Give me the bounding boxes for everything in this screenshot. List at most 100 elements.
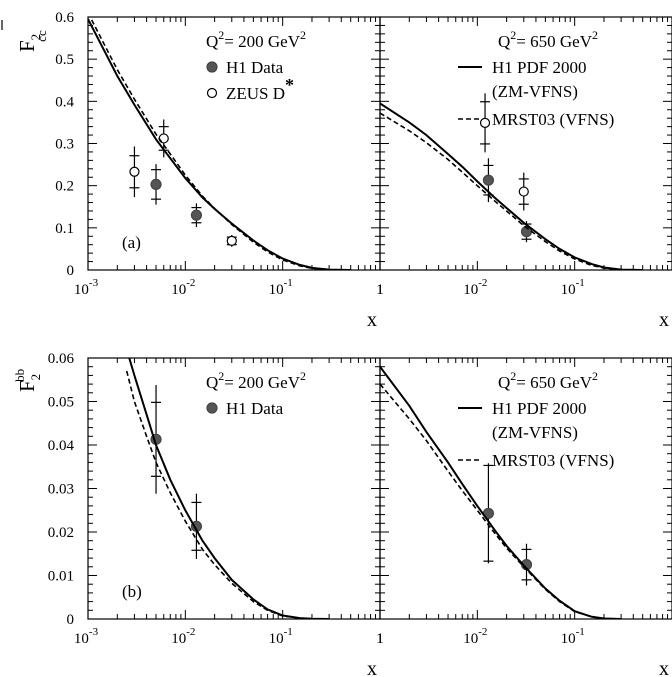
y-tick-label: 0.02 — [48, 525, 74, 541]
legend-label-line2: (ZM-VFNS) — [492, 423, 578, 442]
y-axis-label: F2bb — [12, 369, 43, 392]
q2-label-sup: 2 — [218, 28, 224, 42]
q2-label-mid: = 200 GeV — [224, 32, 300, 51]
legend-label-main: H1 Data — [226, 58, 284, 77]
legend-marker — [206, 87, 218, 99]
legend-label-line2: (ZM-VFNS) — [492, 82, 578, 101]
y-axis-label-sub: 2 — [28, 34, 43, 41]
y-axis-label-sup: bb — [12, 369, 27, 382]
legend-label-main: MRST03 (VFNS) — [492, 451, 614, 470]
q2-label-sup: 2 — [300, 369, 306, 383]
x-tick-label-base: 10 — [171, 631, 186, 647]
y-tick-label: 0.01 — [48, 569, 74, 585]
q2-label-sup: 2 — [300, 28, 306, 42]
q2-label-pre: Q — [206, 32, 218, 51]
x-tick-label: 1 — [376, 282, 384, 298]
x-axis-label: x — [659, 658, 669, 677]
y-tick-label: 0.1 — [55, 221, 74, 237]
curve-h1pdf2000 — [380, 102, 643, 270]
x-tick-label-exp: -1 — [284, 626, 293, 638]
curve-mrst03 — [380, 383, 622, 619]
y-tick-label: 0 — [67, 612, 75, 628]
x-tick-label: 1 — [376, 282, 384, 298]
x-tick-label-base: 10 — [269, 631, 284, 647]
legend-label-main: ZEUS D — [226, 84, 285, 103]
x-tick-label: 10-2 — [463, 277, 487, 298]
y-tick-label: 0.3 — [55, 137, 74, 153]
legend-label: MRST03 (VFNS) — [492, 110, 614, 129]
curve-mrst03 — [89, 17, 351, 270]
curve-h1pdf2000 — [88, 18, 351, 270]
q2-label: Q2= 650 GeV2 — [498, 28, 598, 51]
panel-label: (a) — [122, 233, 141, 252]
x-tick-label-exp: -1 — [576, 277, 585, 289]
y-tick-label: 0.4 — [55, 94, 74, 110]
x-tick-label-base: 10 — [463, 631, 478, 647]
x-tick-label: 10-3 — [74, 626, 99, 647]
plot-frame — [87, 357, 381, 620]
x-tick-label-base: 10 — [561, 282, 576, 298]
q2-label-sup: 2 — [218, 369, 224, 383]
data-point-h1 — [482, 174, 495, 186]
data-point-zeus — [518, 186, 529, 197]
legend-label-main: MRST03 (VFNS) — [492, 110, 614, 129]
data-point-zeus — [226, 235, 237, 247]
y-tick-label: 0.5 — [55, 52, 74, 68]
legend-label-main: H1 PDF 2000 — [492, 58, 586, 77]
x-tick-label-exp: -1 — [576, 626, 585, 638]
legend-label: ZEUS D* — [226, 75, 294, 103]
x-tick-label: 10-1 — [561, 626, 585, 647]
x-axis-label: x — [659, 309, 669, 331]
x-tick-label: 10-1 — [561, 277, 585, 298]
q2-label-sup: 2 — [592, 28, 598, 42]
legend-label: H1 PDF 2000 — [492, 58, 586, 77]
legend-label: H1 PDF 2000 — [492, 399, 586, 418]
y-tick-label: 0.6 — [55, 10, 74, 26]
q2-label: Q2= 200 GeV2 — [206, 28, 306, 51]
x-axis-label: x — [367, 309, 377, 331]
y-tick-label: 0.06 — [48, 351, 75, 367]
q2-label-sup: 2 — [592, 369, 598, 383]
q2-label-mid: = 200 GeV — [224, 373, 300, 392]
q2-label: Q2= 200 GeV2 — [206, 369, 306, 392]
x-tick-label-base: 10 — [74, 282, 89, 298]
y-tick-label: 0.04 — [48, 438, 75, 454]
data-point-zeus — [479, 117, 491, 128]
q2-label-sup: 2 — [510, 28, 516, 42]
y-axis-label-main: F — [15, 40, 39, 52]
x-tick-label: 10-2 — [171, 277, 195, 298]
x-tick-label-exp: -2 — [478, 277, 487, 289]
panel-label: (b) — [122, 582, 142, 601]
curve-mrst03 — [380, 112, 643, 270]
x-tick-label: 10-1 — [269, 626, 293, 647]
x-tick-label-base: 10 — [463, 282, 478, 298]
legend-label: H1 Data — [226, 58, 284, 77]
q2-label-pre: Q — [498, 32, 510, 51]
curve-mrst03 — [125, 370, 330, 619]
y-axis-label-sup: cc — [34, 30, 49, 42]
data-point-h1 — [150, 178, 162, 191]
x-tick-label-exp: -2 — [478, 626, 487, 638]
x-axis-label: x — [367, 658, 377, 677]
x-tick-label-base: 10 — [561, 631, 576, 647]
x-tick-label: 1 — [376, 631, 384, 647]
x-tick-label-exp: -2 — [186, 626, 195, 638]
data-point-zeus — [129, 166, 140, 177]
y-axis-label-main: F — [15, 380, 39, 392]
x-tick-label: 10-2 — [171, 626, 195, 647]
data-point-h1 — [190, 209, 203, 221]
x-tick-label-base: 10 — [74, 631, 89, 647]
x-tick-label-exp: -1 — [284, 277, 293, 289]
x-tick-label-exp: -2 — [186, 277, 195, 289]
legend-label-sup: * — [285, 75, 294, 95]
legend-label-main: H1 Data — [226, 399, 284, 418]
q2-label-mid: = 650 GeV — [516, 373, 592, 392]
x-tick-label-exp: -3 — [89, 626, 99, 638]
legend-label: H1 Data — [226, 399, 284, 418]
legend-marker — [206, 402, 218, 414]
